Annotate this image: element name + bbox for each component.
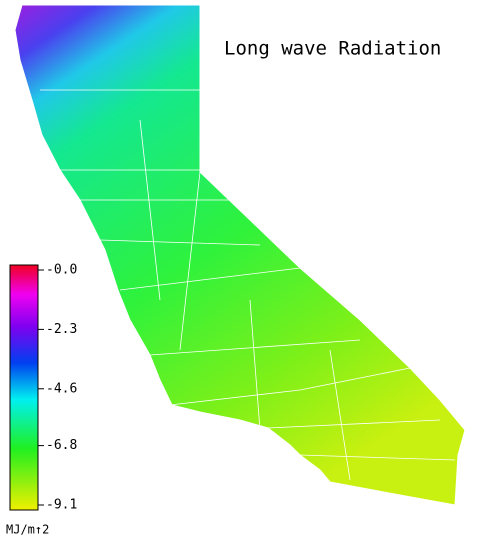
state-outline — [14, 4, 466, 506]
colorbar-tick-label: -6.8 — [46, 438, 77, 453]
colorbar — [9, 264, 39, 511]
colorbar-tick-label: -0.0 — [46, 263, 77, 278]
colorbar-tick-label: -4.6 — [46, 381, 77, 396]
county-lines — [40, 89, 456, 481]
colorbar-tick-label: -9.1 — [46, 498, 77, 513]
map-title: Long wave Radiation — [224, 38, 441, 60]
colorbar-unit: MJ/m↑2 — [6, 523, 49, 537]
colorbar-tick-label: -2.3 — [46, 322, 77, 337]
